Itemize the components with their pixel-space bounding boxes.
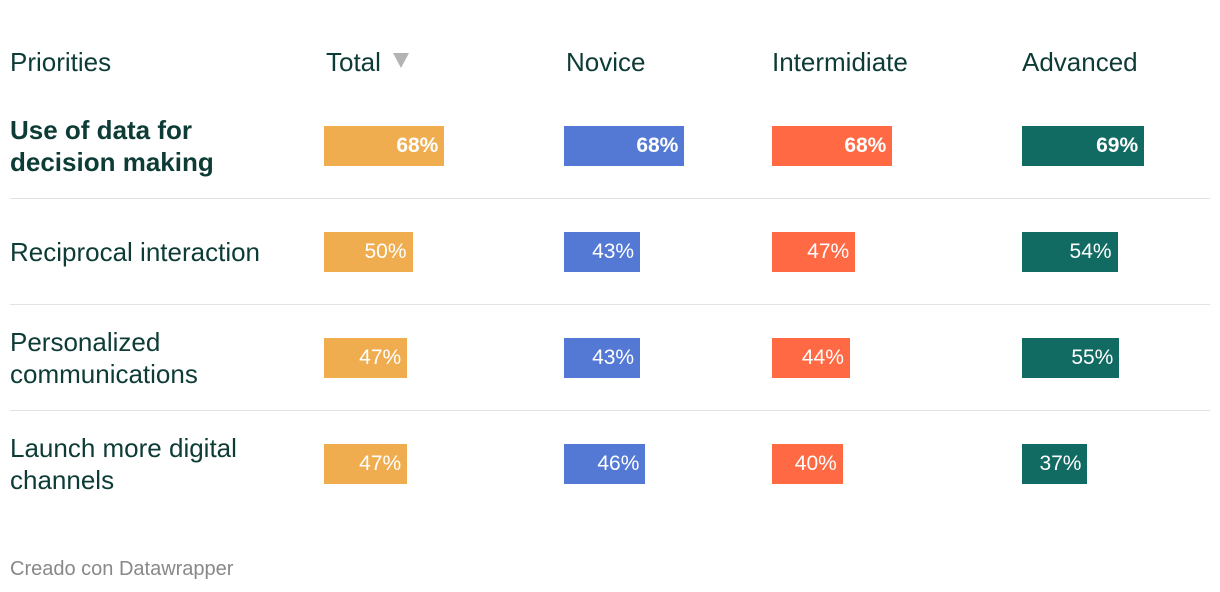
row-label: Use of data for decision making — [10, 115, 214, 177]
row-label: Launch more digital channels — [10, 433, 237, 495]
bar-value-label: 69% — [1096, 134, 1139, 157]
bar-intermidiate[interactable]: 68% — [772, 126, 893, 166]
row-label: Personalized communications — [10, 327, 198, 389]
bar-advanced[interactable]: 37% — [1022, 444, 1088, 484]
row-label: Reciprocal interaction — [10, 237, 261, 267]
bar-value-label: 47% — [359, 346, 402, 369]
column-header-advanced[interactable]: Advanced — [1022, 44, 1138, 80]
bar-value-label: 50% — [364, 240, 407, 263]
column-header-intermidiate[interactable]: Intermidiate — [772, 44, 908, 80]
column-header-label: Total — [326, 47, 381, 77]
bar-novice[interactable]: 43% — [564, 232, 641, 272]
sort-descending-icon[interactable] — [392, 53, 409, 68]
table-row: Use of data for decision making 68% 68% 68%… — [10, 93, 1210, 199]
column-header-total[interactable]: Total — [326, 44, 409, 80]
bar-total[interactable]: 50% — [324, 232, 413, 272]
bar-value-label: 55% — [1071, 346, 1114, 369]
bar-value-label: 68% — [844, 134, 887, 157]
bar-total[interactable]: 47% — [324, 338, 408, 378]
bar-value-label: 68% — [396, 134, 439, 157]
bar-novice[interactable]: 43% — [564, 338, 641, 378]
column-header-label: Priorities — [10, 47, 112, 77]
bar-advanced[interactable]: 55% — [1022, 338, 1120, 378]
table-row: Launch more digital channels 47% 46% 40% 37% — [10, 411, 1210, 517]
table-row: Personalized communications 47% 43% 44% 55% — [10, 305, 1210, 411]
bar-value-label: 44% — [801, 346, 844, 369]
bar-value-label: 47% — [807, 240, 850, 263]
bar-intermidiate[interactable]: 44% — [772, 338, 850, 378]
row-divider — [10, 304, 1210, 305]
bar-advanced[interactable]: 54% — [1022, 232, 1118, 272]
bar-value-label: 54% — [1069, 240, 1112, 263]
bar-novice[interactable]: 68% — [564, 126, 685, 166]
row-divider — [10, 198, 1210, 199]
bar-value-label: 68% — [636, 134, 679, 157]
bar-advanced[interactable]: 69% — [1022, 126, 1145, 166]
bar-value-label: 47% — [359, 452, 402, 475]
bar-value-label: 46% — [597, 452, 640, 475]
column-header-novice[interactable]: Novice — [566, 44, 645, 80]
bar-novice[interactable]: 46% — [564, 444, 646, 484]
column-header-label: Intermidiate — [772, 47, 908, 77]
bar-value-label: 37% — [1039, 452, 1082, 475]
bar-total[interactable]: 68% — [324, 126, 445, 166]
bar-value-label: 40% — [794, 452, 837, 475]
bar-intermidiate[interactable]: 47% — [772, 232, 856, 272]
column-header-priorities[interactable]: Priorities — [10, 44, 111, 80]
bar-value-label: 43% — [592, 346, 635, 369]
bar-total[interactable]: 47% — [324, 444, 408, 484]
bar-intermidiate[interactable]: 40% — [772, 444, 843, 484]
table-row: Reciprocal interaction 50% 43% 47% 54% — [10, 199, 1210, 305]
column-header-label: Advanced — [1022, 47, 1138, 77]
column-header-label: Novice — [566, 47, 646, 77]
credit-text[interactable]: Creado con Datawrapper — [10, 558, 234, 580]
bar-value-label: 43% — [592, 240, 635, 263]
row-divider — [10, 410, 1210, 411]
